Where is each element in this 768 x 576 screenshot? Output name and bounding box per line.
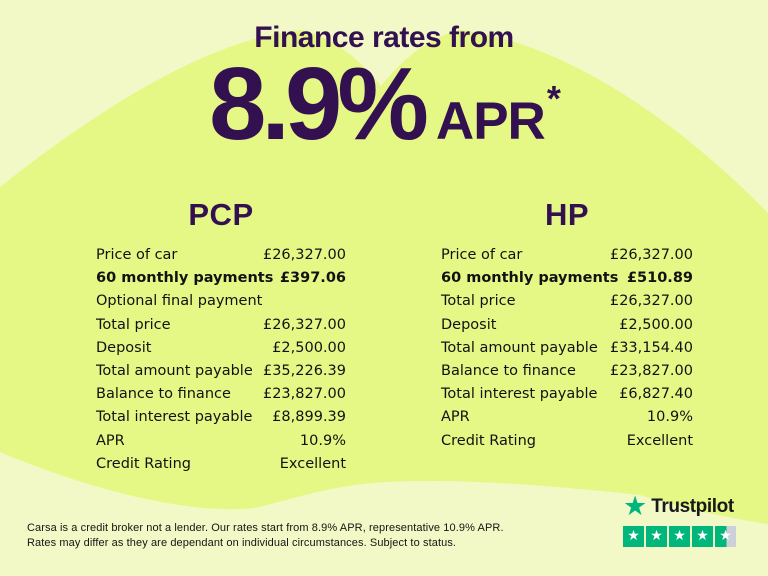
table-row: Credit Rating Excellent <box>441 430 693 453</box>
table-row: Total interest payable £8,899.39 <box>96 406 346 429</box>
table-row: Optional final payment <box>96 290 346 313</box>
row-label: Deposit <box>441 316 497 333</box>
pcp-table: PCP Price of car £26,327.00 60 monthly p… <box>96 197 346 476</box>
trustpilot-badge: ★ Trustpilot ★ ★ ★ ★ ★ <box>623 493 745 547</box>
page-title: Finance rates from <box>254 21 514 54</box>
pcp-heading: PCP <box>188 197 254 232</box>
table-row: 60 monthly payments £397.06 <box>96 267 346 290</box>
rate-value: 8.9% <box>209 46 429 161</box>
row-value: £26,327.00 <box>609 293 693 310</box>
trustpilot-brand-text: Trustpilot <box>651 495 734 517</box>
row-label: Balance to finance <box>441 363 576 380</box>
row-label: 60 monthly payments <box>441 270 619 287</box>
row-label: Optional final payment <box>96 293 263 310</box>
row-value: £26,327.00 <box>609 247 693 263</box>
table-row: Price of car £26,327.00 <box>96 244 346 267</box>
row-value: £26,327.00 <box>262 247 346 263</box>
table-row: Total interest payable £6,827.40 <box>441 383 693 406</box>
table-row: Total price £26,327.00 <box>96 314 346 337</box>
disclaimer-line-2: Rates may differ as they are dependant o… <box>27 537 457 549</box>
table-row: Total amount payable £33,154.40 <box>441 337 693 360</box>
row-value: Excellent <box>279 455 346 472</box>
hp-rows: Price of car £26,327.00 60 monthly payme… <box>441 244 693 453</box>
table-row: 60 monthly payments £510.89 <box>441 267 693 290</box>
table-row: Total amount payable £35,226.39 <box>96 360 346 383</box>
row-label: Deposit <box>96 339 152 356</box>
table-row: Deposit £2,500.00 <box>96 337 346 360</box>
disclaimer-line-1: Carsa is a credit broker not a lender. O… <box>27 522 504 534</box>
hp-heading: HP <box>544 197 590 232</box>
pcp-rows: Price of car £26,327.00 60 monthly payme… <box>96 244 346 476</box>
row-label: Total interest payable <box>96 409 253 426</box>
legal-disclaimer: Carsa is a credit broker not a lender. O… <box>27 521 504 551</box>
row-label: Credit Rating <box>441 432 536 449</box>
green-blob-shape <box>0 30 768 524</box>
row-label: Price of car <box>96 247 178 263</box>
row-value: £510.89 <box>626 270 693 287</box>
table-row: Credit Rating Excellent <box>96 453 346 476</box>
table-row: Deposit £2,500.00 <box>441 314 693 337</box>
row-value: £26,327.00 <box>262 316 346 333</box>
star-box-icon: ★ <box>669 526 690 547</box>
row-label: APR <box>441 409 470 426</box>
table-row: Price of car £26,327.00 <box>441 244 693 267</box>
trustpilot-star-icon: ★ <box>623 491 648 522</box>
row-value: £8,899.39 <box>272 409 346 426</box>
row-label: Total price <box>441 293 516 310</box>
trustpilot-rating-4-5-stars: ★ ★ ★ ★ ★ <box>623 526 745 547</box>
row-value: £35,226.39 <box>262 363 346 380</box>
half-star-box-icon: ★ <box>715 526 736 547</box>
row-value: £2,500.00 <box>272 339 346 356</box>
table-row: APR 10.9% <box>96 430 346 453</box>
row-label: Total price <box>96 316 171 333</box>
row-value: £6,827.40 <box>619 386 693 403</box>
table-row: Balance to finance £23,827.00 <box>441 360 693 383</box>
row-value: £33,154.40 <box>609 339 693 356</box>
rate-suffix-apr: APR <box>435 92 546 151</box>
rate-asterisk: * <box>546 78 561 119</box>
row-label: Credit Rating <box>96 455 191 472</box>
star-box-icon: ★ <box>692 526 713 547</box>
row-value: 10.9% <box>299 432 346 449</box>
row-value: £23,827.00 <box>609 363 693 380</box>
row-label: APR <box>96 432 125 449</box>
row-label: Balance to finance <box>96 386 231 403</box>
row-value: £2,500.00 <box>619 316 693 333</box>
row-label: Price of car <box>441 247 523 263</box>
star-box-icon: ★ <box>623 526 644 547</box>
row-value: £397.06 <box>279 270 346 287</box>
headline-rate: 8.9% APR * <box>0 46 768 161</box>
row-label: Total interest payable <box>441 386 598 403</box>
row-value: Excellent <box>626 432 693 449</box>
table-row: Balance to finance £23,827.00 <box>96 383 346 406</box>
row-value: 10.9% <box>646 409 693 426</box>
row-value: £23,827.00 <box>262 386 346 403</box>
table-row: APR 10.9% <box>441 406 693 429</box>
trustpilot-logo: ★ Trustpilot <box>623 493 745 520</box>
star-box-icon: ★ <box>646 526 667 547</box>
row-label: Total amount payable <box>441 339 598 356</box>
table-row: Total price £26,327.00 <box>441 290 693 313</box>
row-label: 60 monthly payments <box>96 270 274 287</box>
row-label: Total amount payable <box>96 363 253 380</box>
hp-table: HP Price of car £26,327.00 60 monthly pa… <box>441 197 693 453</box>
